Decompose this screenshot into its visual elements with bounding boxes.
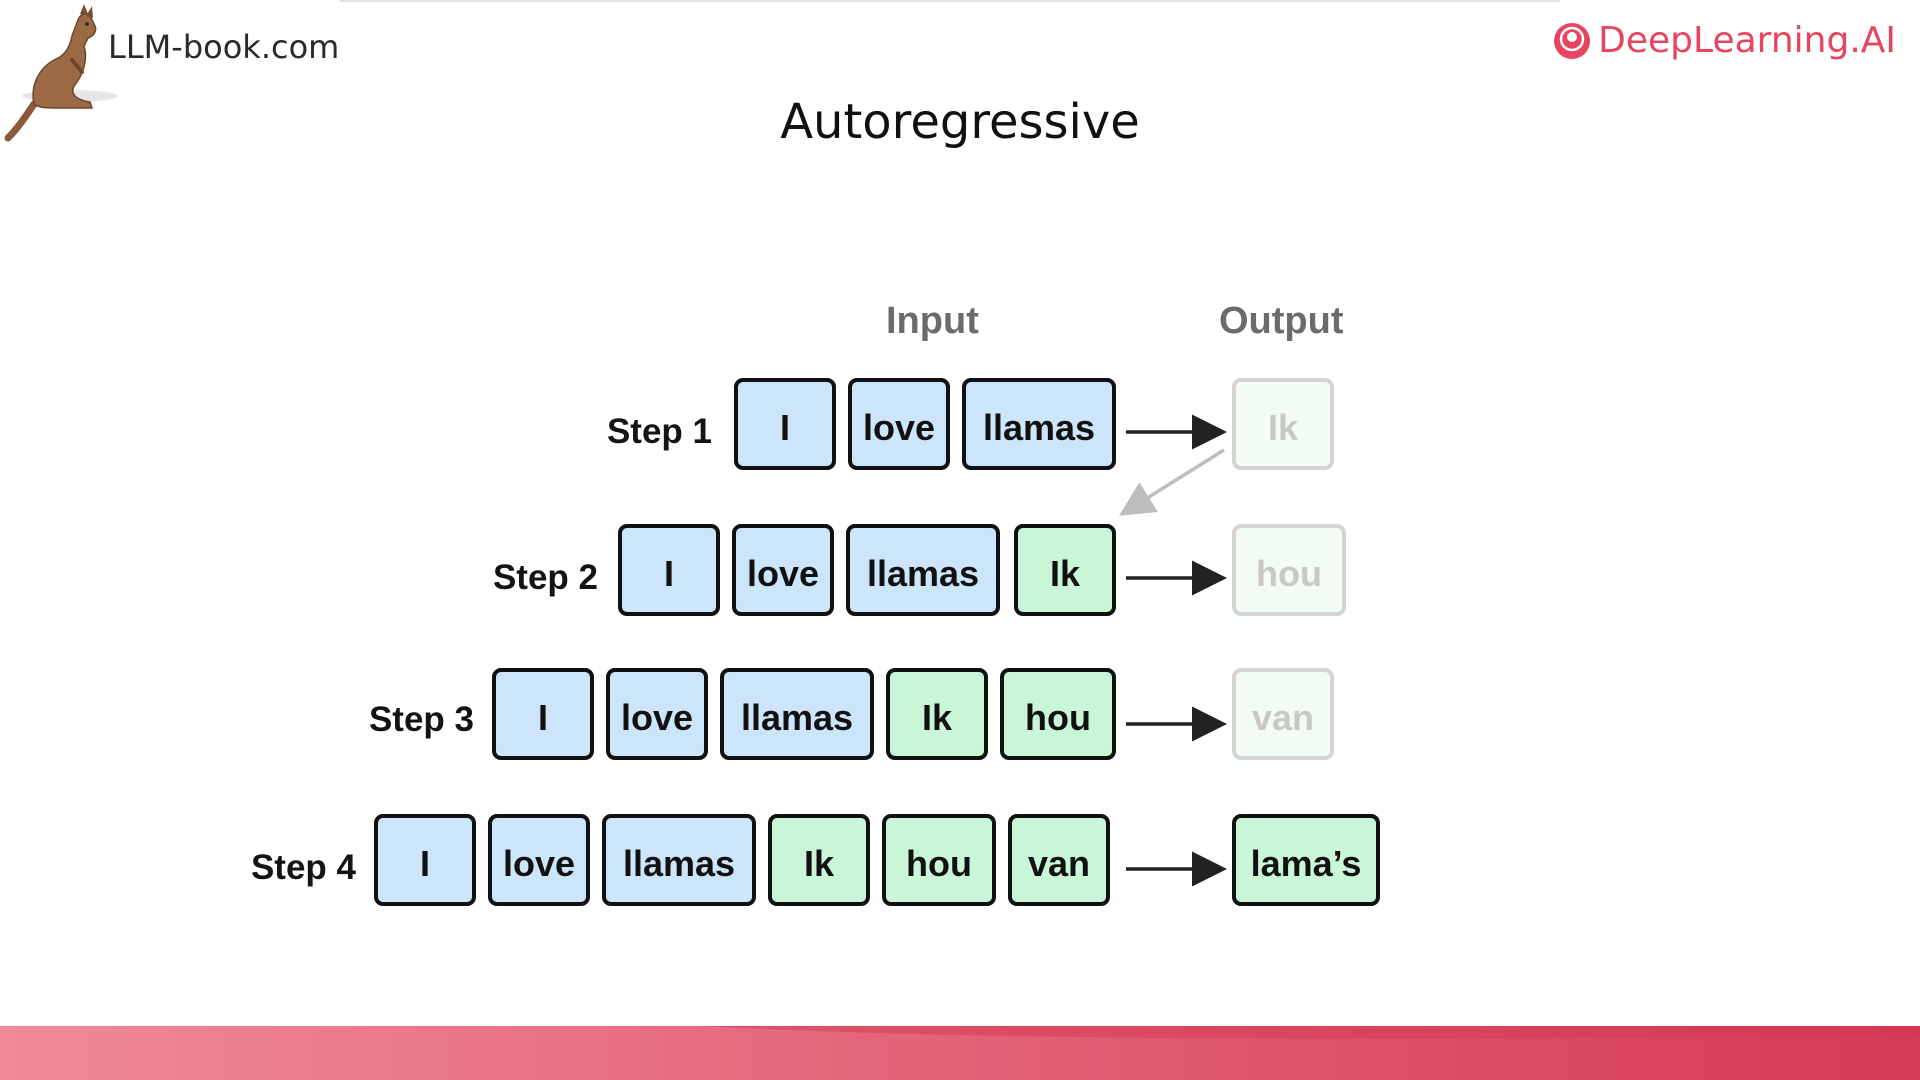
logo-text: DeepLearning.AI	[1598, 20, 1896, 61]
step-1-token: I	[734, 378, 836, 470]
slide-title: Autoregressive	[780, 94, 1140, 150]
step-3-token: hou	[1000, 668, 1116, 760]
step-3-token: llamas	[720, 668, 874, 760]
step-2-output-token: hou	[1232, 524, 1346, 616]
feedback-arrow	[1119, 448, 1225, 516]
step-1-token: llamas	[962, 378, 1116, 470]
step-3-token: love	[606, 668, 708, 760]
kangaroo-icon	[4, 4, 118, 142]
deeplearning-ai-logo: DeepLearning.AI	[1552, 20, 1896, 61]
brand-site-text: LLM-book.com	[108, 28, 340, 66]
step-3-label: Step 3	[368, 700, 474, 739]
step-4-token: van	[1008, 814, 1110, 906]
deeplearning-ai-icon	[1554, 22, 1591, 59]
bottom-band	[0, 1026, 1920, 1080]
input-column-header: Input	[886, 300, 979, 342]
step-2-token: love	[732, 524, 834, 616]
step-2-token: llamas	[846, 524, 1000, 616]
step-4-token: llamas	[602, 814, 756, 906]
step-4-label: Step 4	[250, 848, 356, 887]
step-2-label: Step 2	[492, 558, 598, 597]
step-4-token: love	[488, 814, 590, 906]
step-1-label: Step 1	[606, 412, 712, 451]
step-2-token: Ik	[1014, 524, 1116, 616]
step-4-token: hou	[882, 814, 996, 906]
step-3-output-token: van	[1232, 668, 1334, 760]
step-3-token: Ik	[886, 668, 988, 760]
step-4-token: Ik	[768, 814, 870, 906]
output-column-header: Output	[1219, 300, 1344, 342]
step-4-token: I	[374, 814, 476, 906]
step-4-output-token: lama’s	[1232, 814, 1380, 906]
step-3-token: I	[492, 668, 594, 760]
top-divider	[340, 0, 1560, 2]
step-2-token: I	[618, 524, 720, 616]
step-1-output-token: Ik	[1232, 378, 1334, 470]
step-1-token: love	[848, 378, 950, 470]
